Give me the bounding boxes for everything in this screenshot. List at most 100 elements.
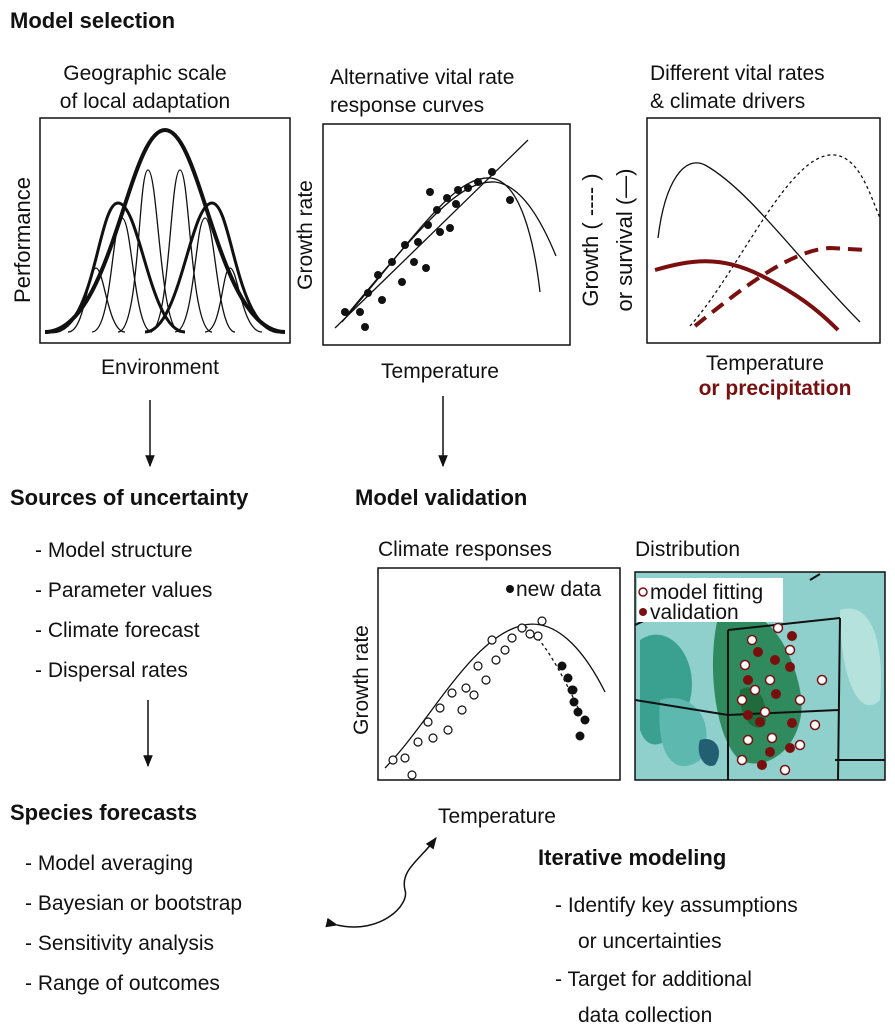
site (766, 676, 775, 685)
legend-marker (639, 588, 647, 596)
list-item: - Parameter values (35, 579, 212, 602)
legend-marker (639, 608, 647, 616)
site (774, 624, 783, 633)
site (738, 696, 747, 705)
point (581, 716, 590, 725)
legend-label: validation (650, 601, 739, 624)
site (743, 675, 753, 685)
point (508, 634, 516, 642)
panel-title: Alternative vital rate (330, 66, 514, 89)
arrow (337, 838, 436, 927)
point (408, 771, 416, 779)
site (765, 747, 775, 757)
site (796, 741, 805, 750)
point (452, 200, 460, 208)
list-item: - Range of outcomes (25, 972, 220, 995)
point (424, 718, 432, 726)
list-item: - Sensitivity analysis (25, 932, 214, 955)
x-label: Temperature (381, 360, 499, 383)
section-title: Sources of uncertainty (10, 485, 249, 510)
site (787, 718, 797, 728)
figure: Model selection Geographic scale of loca… (0, 0, 895, 1029)
point (446, 224, 454, 232)
point (436, 704, 444, 712)
point (462, 684, 470, 692)
list-item: - Model structure (35, 539, 193, 562)
point (436, 228, 444, 236)
panel-title: response curves (330, 94, 484, 117)
list: - Model structure - Parameter values - Cli… (35, 539, 212, 682)
curve (346, 182, 556, 316)
line-fit (335, 140, 528, 328)
section-title: Iterative modeling (538, 845, 726, 870)
list-item: - Model averaging (25, 852, 193, 875)
section-title: Model validation (355, 485, 527, 510)
point (518, 624, 526, 632)
survival-curve (655, 261, 838, 330)
y-label: Performance (10, 177, 35, 303)
section-title: Model selection (10, 8, 175, 33)
site (744, 736, 753, 745)
point (464, 184, 472, 192)
point (570, 698, 579, 707)
site (811, 721, 820, 730)
point (482, 676, 490, 684)
legend-label: new data (516, 578, 602, 601)
point (389, 756, 397, 764)
panel-frame (647, 118, 880, 343)
list-item: - Target for additional (555, 968, 752, 991)
points (389, 617, 590, 779)
section-title: Species forecasts (10, 800, 197, 825)
point (448, 689, 456, 697)
point (564, 674, 573, 683)
point (414, 738, 422, 746)
site (785, 662, 795, 672)
x-label: Temperature (438, 805, 556, 828)
point (414, 238, 422, 246)
site (761, 708, 770, 717)
panel-title: Geographic scale (63, 62, 226, 85)
site (757, 760, 767, 770)
point (488, 636, 496, 644)
panel-title: Different vital rates (650, 62, 825, 85)
y-label: Growth rate (350, 625, 373, 735)
y-label: Growth ( ---- ) (578, 173, 603, 306)
site (755, 717, 765, 727)
site (818, 676, 827, 685)
y-label: or survival (—) (612, 168, 637, 311)
point (426, 188, 434, 196)
point (401, 241, 409, 249)
point (374, 271, 382, 279)
panel-title: of local adaptation (60, 90, 230, 113)
point (429, 734, 437, 742)
points (341, 168, 514, 331)
point (444, 726, 452, 734)
point (433, 206, 441, 214)
point (534, 632, 542, 640)
point (341, 308, 349, 316)
point (576, 732, 585, 741)
point (422, 264, 430, 272)
panel-title: Climate responses (378, 538, 552, 561)
point (558, 662, 567, 671)
point (492, 656, 500, 664)
x-label: Environment (101, 356, 219, 379)
point (401, 754, 409, 762)
list-item: or uncertainties (578, 930, 722, 953)
point (574, 708, 583, 717)
point (388, 258, 396, 266)
site (743, 710, 753, 720)
x-label: Temperature (706, 352, 824, 375)
point (356, 308, 364, 316)
site (738, 756, 747, 765)
point (474, 662, 482, 670)
legend-marker (506, 585, 514, 593)
panel-title: Distribution (635, 538, 740, 561)
point (526, 630, 534, 638)
point (424, 221, 432, 229)
list-item: - Climate forecast (35, 619, 200, 642)
site (768, 734, 777, 743)
point (410, 258, 418, 266)
point (501, 646, 509, 654)
list-item: - Identify key assumptions (555, 894, 798, 917)
